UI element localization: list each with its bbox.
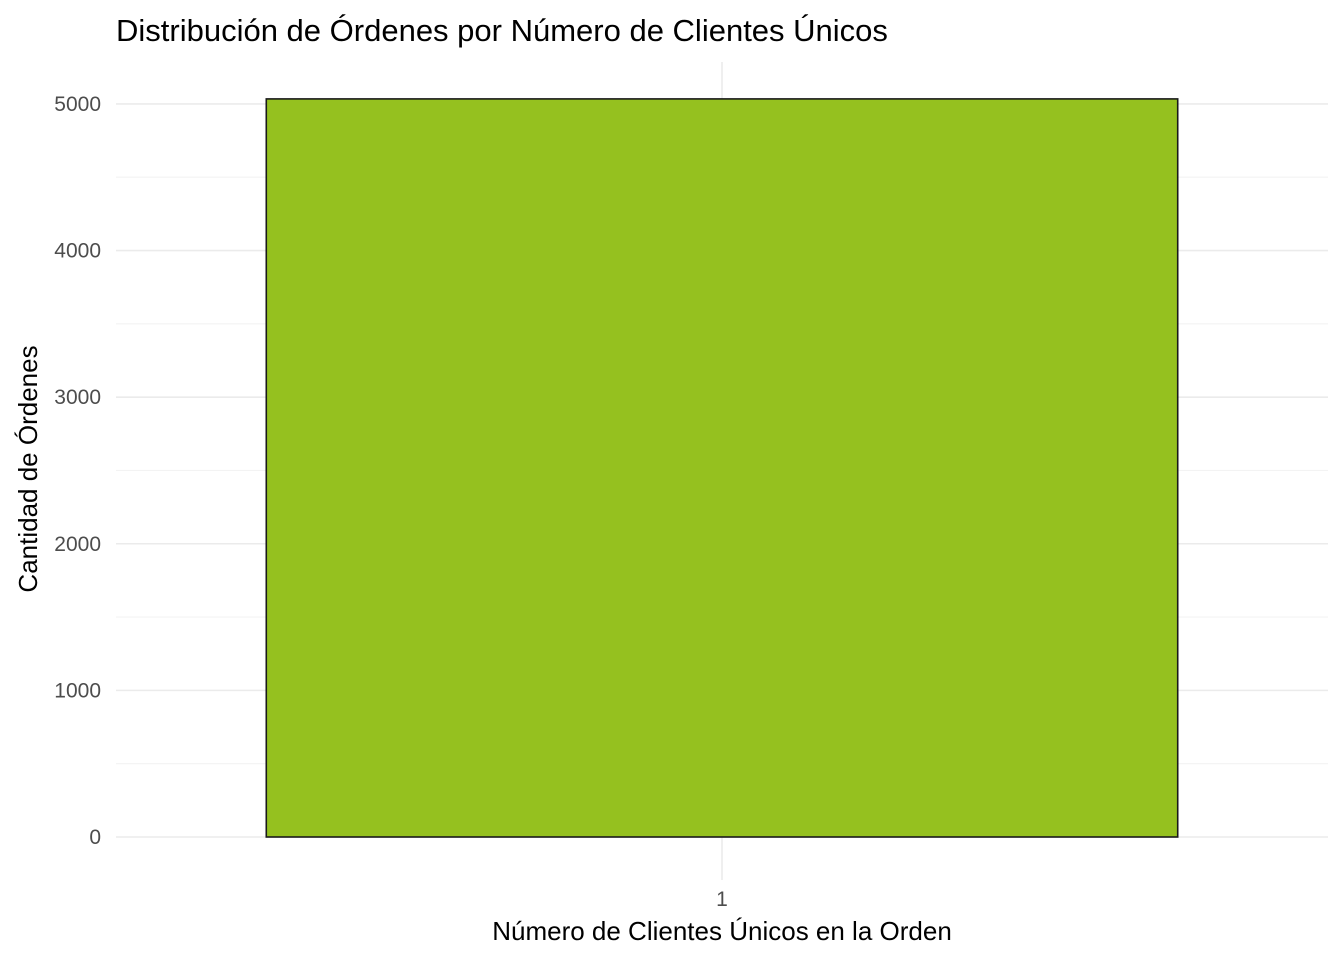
y-tick-label: 5000 [54, 93, 101, 116]
y-axis-ticks: 0 1000 2000 3000 4000 5000 [54, 93, 101, 849]
chart-title: Distribución de Órdenes por Número de Cl… [116, 13, 888, 48]
bar-1 [265, 98, 1179, 838]
y-tick-label: 1000 [54, 679, 101, 702]
bars [265, 98, 1179, 838]
y-tick-label: 4000 [54, 240, 101, 263]
x-tick-label: 1 [716, 888, 728, 911]
x-axis-title: Número de Clientes Únicos en la Orden [492, 916, 952, 946]
y-axis-title: Cantidad de Órdenes [13, 345, 43, 592]
y-tick-label: 2000 [54, 533, 101, 556]
y-tick-label: 0 [89, 826, 101, 849]
y-tick-label: 3000 [54, 386, 101, 409]
x-axis-ticks: 1 [716, 888, 728, 911]
